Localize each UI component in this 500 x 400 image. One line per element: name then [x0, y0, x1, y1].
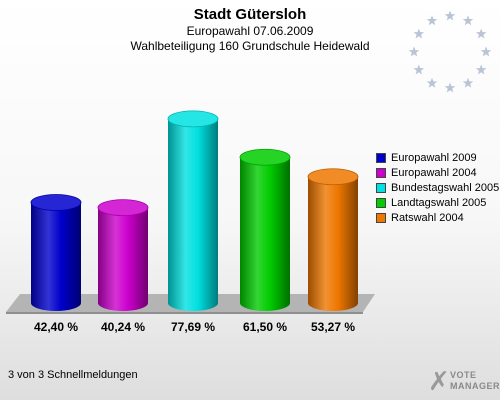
legend-item: Europawahl 2004: [376, 165, 499, 180]
eu-stars-icon: [408, 10, 492, 93]
legend-item: Europawahl 2009: [376, 150, 499, 165]
bar-value-label: 53,27 %: [311, 320, 355, 334]
star-icon: [475, 64, 487, 75]
legend-item: Ratswahl 2004: [376, 210, 499, 225]
star-icon: [462, 15, 474, 26]
footer-note: 3 von 3 Schnellmeldungen: [8, 369, 138, 381]
star-icon: [444, 82, 456, 93]
legend-label: Europawahl 2004: [391, 166, 477, 179]
bar-4: [239, 148, 291, 311]
bar-5: [307, 168, 359, 311]
bar-1: [30, 194, 82, 311]
legend-label: Europawahl 2009: [391, 151, 477, 164]
star-icon: [413, 28, 425, 39]
star-icon: [444, 10, 456, 21]
legend-label: Ratswahl 2004: [391, 211, 464, 224]
legend-swatch: [376, 197, 386, 208]
checkmark-icon: ✗: [428, 366, 450, 396]
legend-swatch: [376, 152, 386, 163]
bar-value-label: 40,24 %: [101, 320, 145, 334]
legend-label: Bundestagswahl 2005: [391, 181, 500, 194]
star-icon: [426, 77, 438, 88]
bar-value-label: 61,50 %: [243, 320, 287, 334]
legend-label: Landtagswahl 2005: [391, 196, 487, 209]
vote-manager-logo: ✗ VOTE MANAGER: [428, 366, 500, 396]
bar-3: [167, 110, 219, 312]
star-icon: [462, 77, 474, 88]
chart-title: Stadt Gütersloh: [193, 6, 307, 23]
bar-value-label: 77,69 %: [171, 320, 215, 334]
bar-value-label: 42,40 %: [34, 320, 78, 334]
star-icon: [413, 64, 425, 75]
bar-2: [97, 199, 149, 311]
chart-legend: Europawahl 2009 Europawahl 2004 Bundestags…: [376, 150, 499, 225]
chart-subtitle-election: Europawahl 07.06.2009: [186, 24, 314, 38]
star-icon: [408, 46, 420, 57]
logo-text: VOTE MANAGER: [450, 370, 500, 391]
legend-item: Bundestagswahl 2005: [376, 180, 499, 195]
legend-swatch: [376, 167, 386, 178]
legend-swatch: [376, 212, 386, 223]
star-icon: [480, 46, 492, 57]
star-icon: [475, 28, 487, 39]
star-icon: [426, 15, 438, 26]
chart-subtitle-district: Wahlbeteiligung 160 Grundschule Heidewal…: [130, 39, 370, 53]
legend-swatch: [376, 182, 386, 193]
chart-header: Stadt Gütersloh Europawahl 07.06.2009 Wa…: [0, 6, 500, 54]
legend-item: Landtagswahl 2005: [376, 195, 499, 210]
chart-floor-edge: [6, 312, 363, 314]
